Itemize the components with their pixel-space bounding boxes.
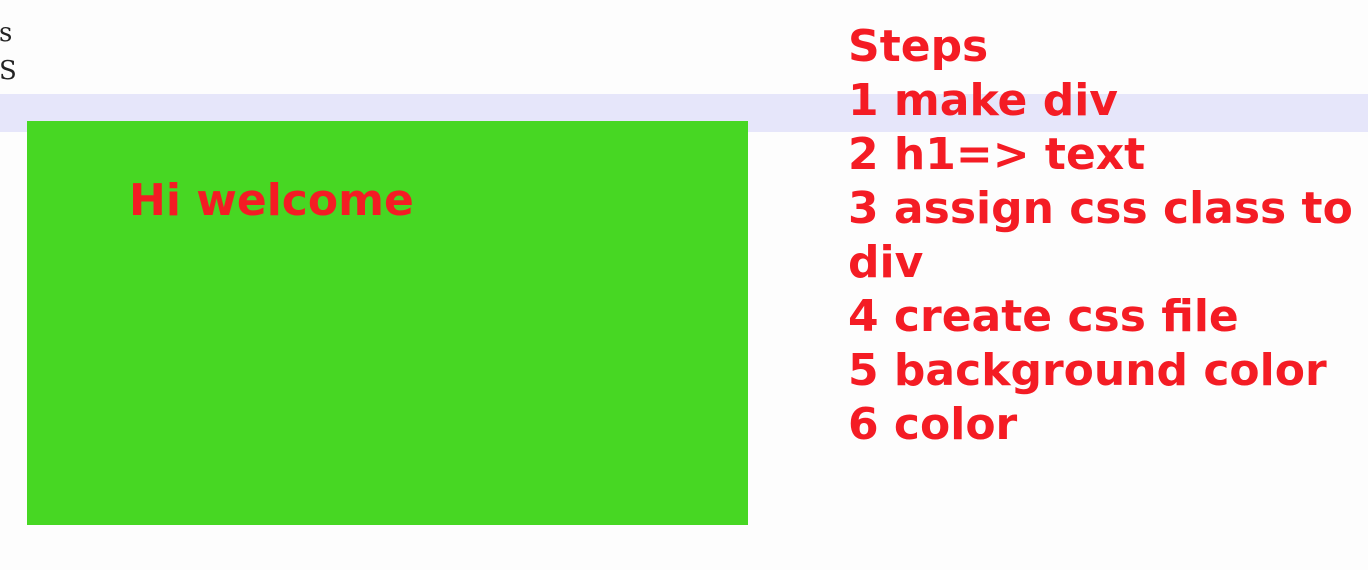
clipped-letter-top: s — [0, 18, 13, 48]
step-item-1: 1 make div — [848, 75, 1118, 126]
step-item-3-continued: div — [848, 237, 924, 288]
welcome-box: Hi welcome — [27, 121, 748, 525]
step-item-4: 4 create css file — [848, 291, 1239, 342]
welcome-heading: Hi welcome — [129, 175, 414, 226]
step-item-6: 6 color — [848, 399, 1018, 450]
step-item-2: 2 h1=> text — [848, 129, 1146, 180]
steps-title: Steps — [848, 21, 989, 72]
step-item-3: 3 assign css class to — [848, 183, 1353, 234]
steps-panel: Steps 1 make div 2 h1=> text 3 assign cs… — [848, 20, 1368, 452]
step-item-5: 5 background color — [848, 345, 1327, 396]
clipped-letter-bottom: S — [0, 56, 17, 86]
